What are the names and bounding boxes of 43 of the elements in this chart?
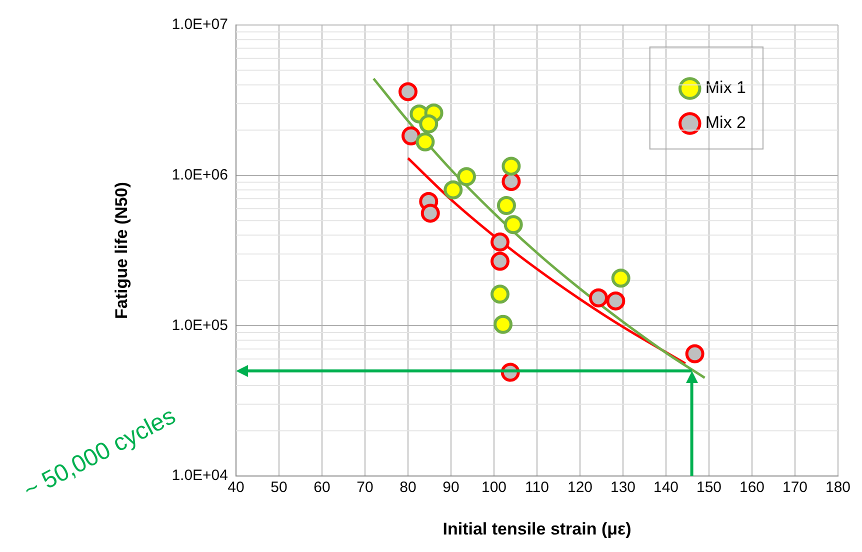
point: [456, 167, 476, 186]
y-tick-label: 1.0E+04: [172, 467, 228, 484]
point: [496, 196, 516, 215]
point: [588, 288, 608, 308]
y-axis-title: Fatigue life (N50): [112, 182, 131, 319]
y-tick-label: 1.0E+06: [172, 166, 228, 184]
point: [504, 215, 523, 234]
point: [416, 132, 435, 152]
x-tick-label: 40: [228, 479, 244, 496]
point: [490, 284, 510, 304]
x-tick-label: 120: [567, 479, 593, 496]
line-series: [372, 77, 706, 380]
legend-label: Mix 2: [705, 113, 746, 132]
point: [402, 126, 421, 146]
point: [502, 156, 521, 176]
x-tick-label: 100: [481, 479, 507, 496]
point: [494, 314, 513, 334]
x-tick-label: 130: [610, 479, 636, 496]
point: [490, 232, 510, 252]
x-tick-label: 140: [653, 479, 679, 496]
x-tick-label: 150: [696, 479, 722, 496]
y-tick-label: 1.0E+05: [172, 316, 228, 334]
point: [502, 172, 521, 191]
x-axis-title: Initial tensile strain (με): [442, 519, 632, 538]
point: [420, 204, 440, 223]
point: [398, 82, 418, 102]
point: [611, 268, 630, 288]
point: [685, 344, 704, 364]
x-tick-label: 70: [356, 479, 374, 496]
y-tick-label: 1.0E+07: [172, 16, 228, 34]
x-tick-label: 80: [400, 479, 416, 496]
point: [419, 114, 438, 134]
x-tick-label: 60: [314, 479, 330, 496]
x-tick-label: 90: [442, 479, 460, 496]
point: [606, 291, 626, 310]
x-tick-label: 110: [525, 479, 549, 496]
x-tick-label: 50: [270, 479, 288, 496]
x-tick-label: 160: [739, 479, 765, 496]
point: [490, 252, 510, 271]
point: [444, 180, 463, 200]
x-tick-label: 180: [825, 479, 851, 496]
x-tick-label: 170: [782, 479, 808, 496]
legend-label: Mix 1: [705, 78, 746, 98]
